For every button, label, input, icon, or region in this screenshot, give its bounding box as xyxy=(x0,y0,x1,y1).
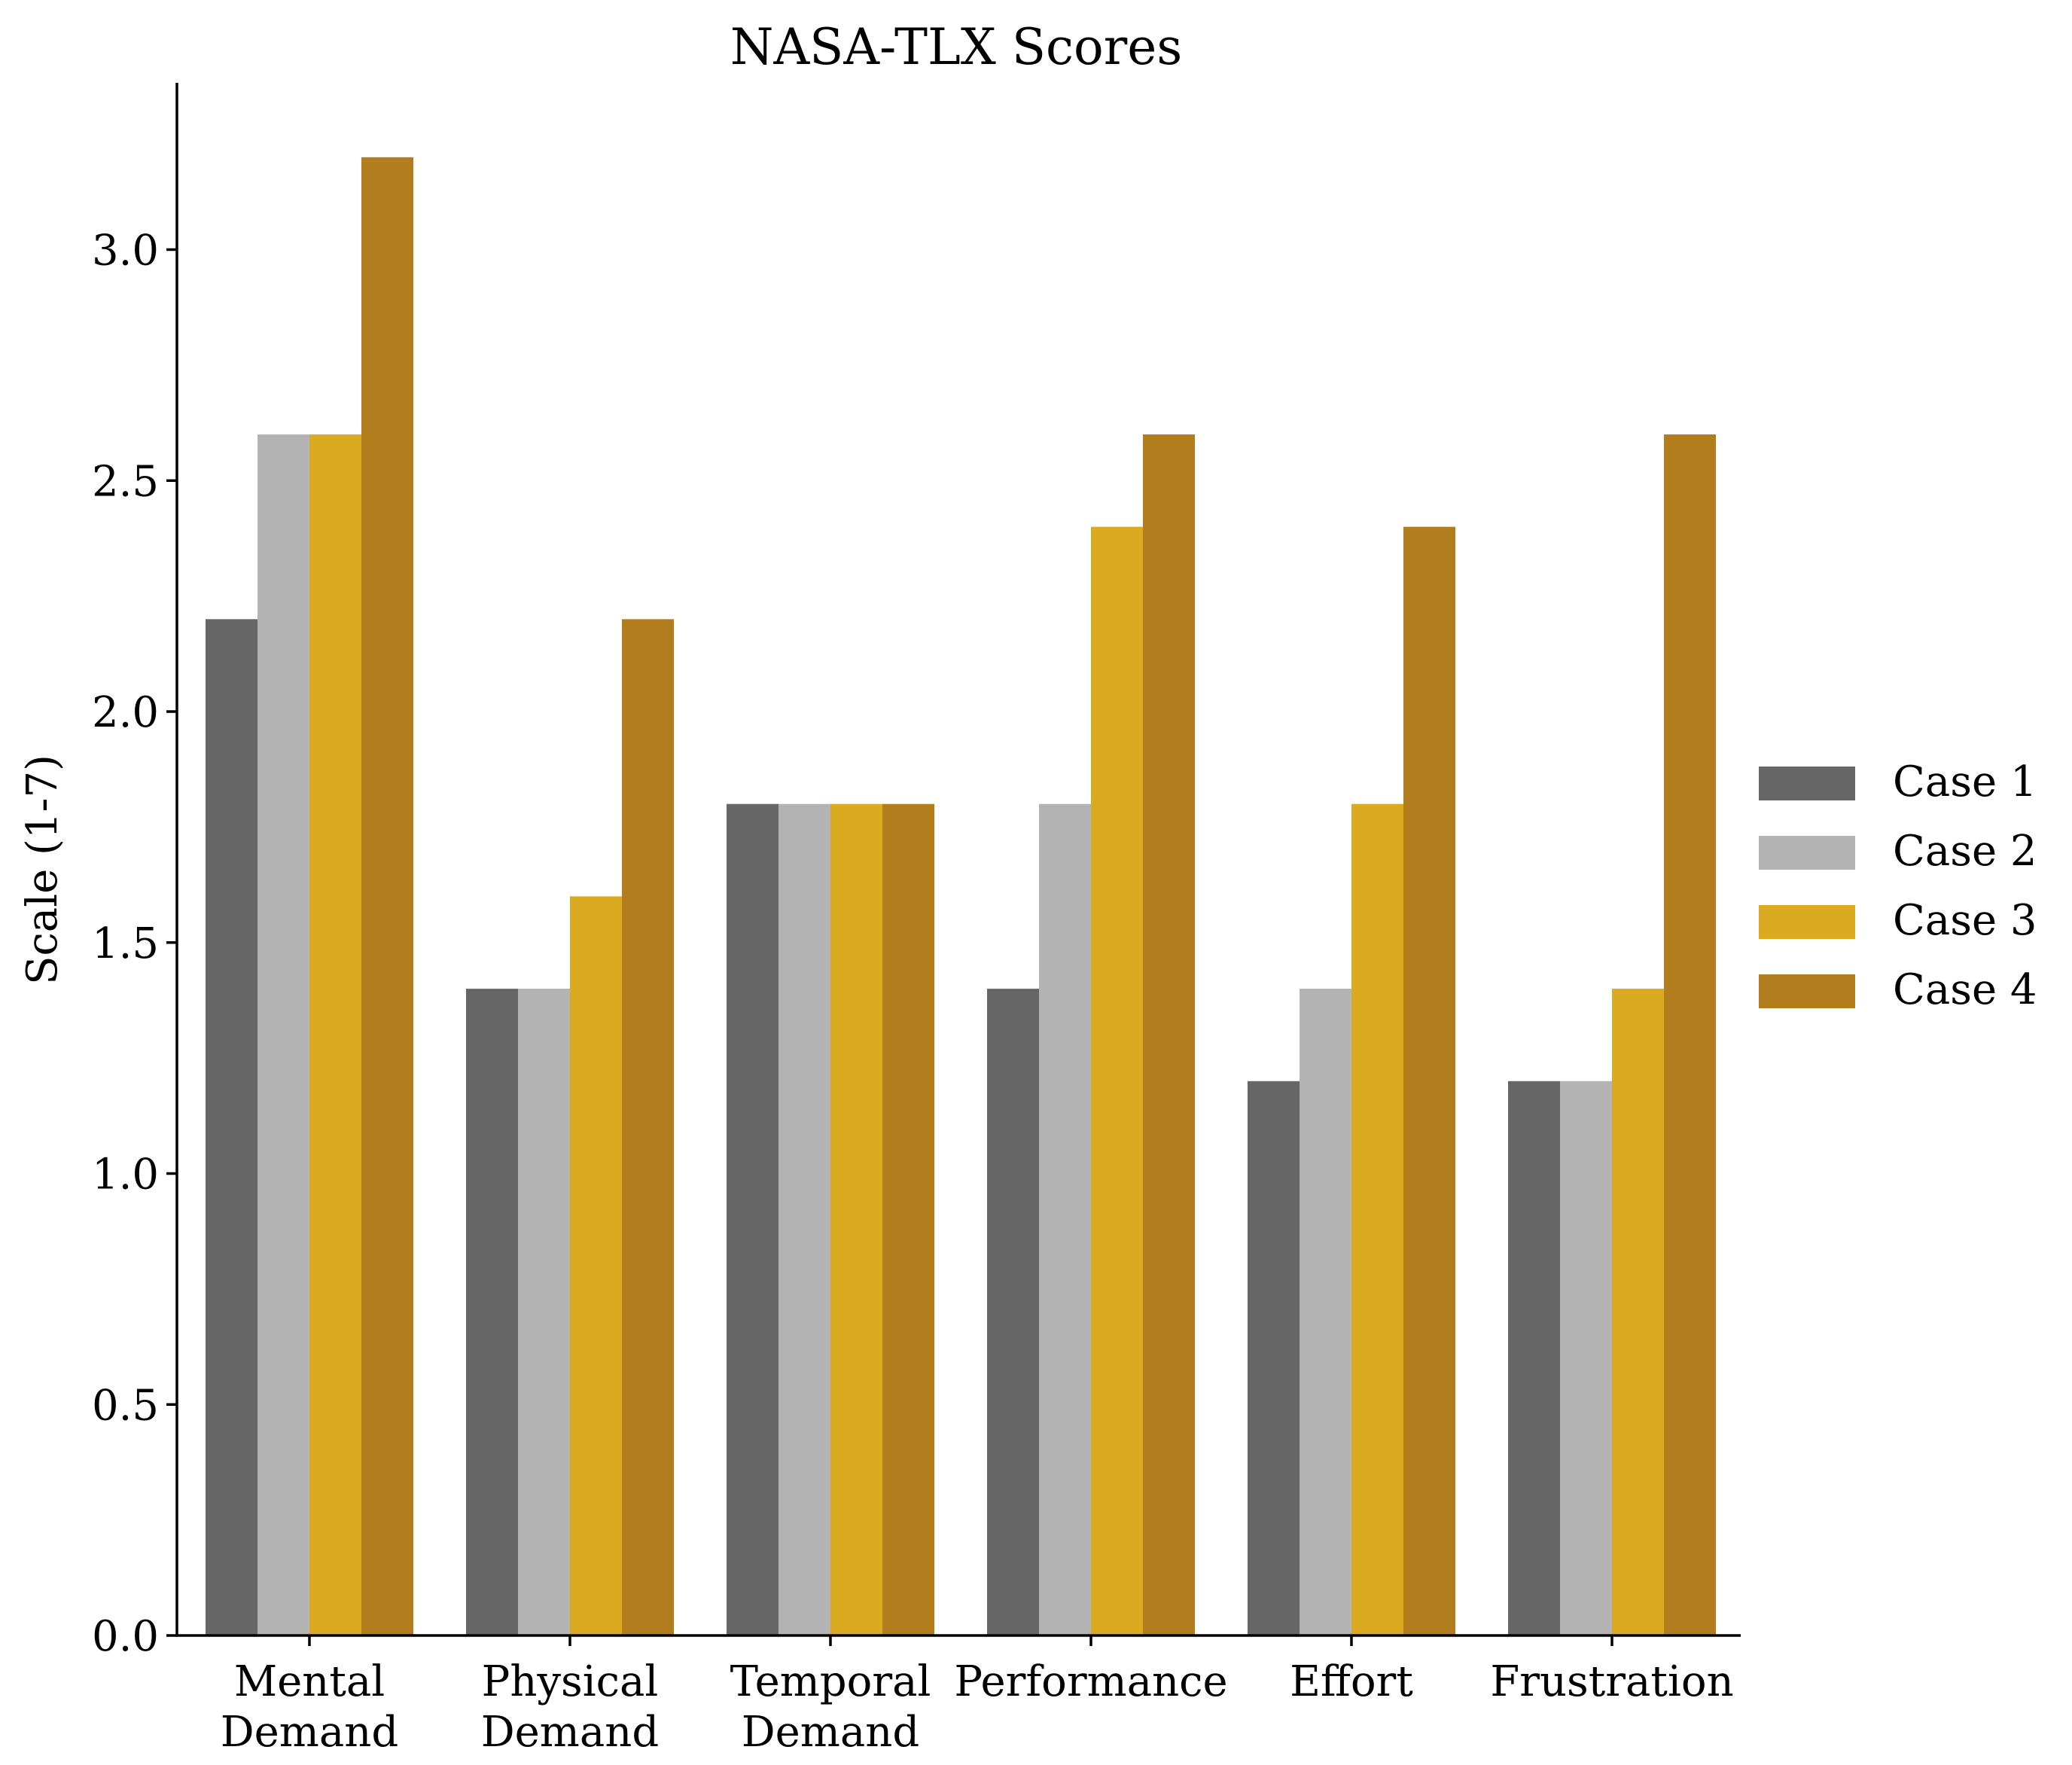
bar-case-3-cat-3 xyxy=(830,803,882,1635)
legend-label: Case 1 xyxy=(1893,758,2037,806)
y-tick-label: 1.5 xyxy=(92,919,159,968)
x-tick-label: Temporal Demand xyxy=(730,1657,931,1757)
x-tick-label: Frustration xyxy=(1490,1657,1733,1706)
y-tick-label: 0.0 xyxy=(92,1612,159,1661)
legend-label: Case 3 xyxy=(1893,896,2037,945)
series-4 xyxy=(361,157,1716,1635)
bar-case-2-cat-1 xyxy=(257,434,309,1635)
x-tick-label-line: Mental xyxy=(234,1657,385,1706)
chart-title: NASA-TLX Scores xyxy=(730,18,1182,76)
x-tick-label-line: Physical xyxy=(482,1657,659,1706)
bar-case-2-cat-4 xyxy=(1039,803,1091,1635)
series-1 xyxy=(206,619,1560,1635)
legend-item-case-3: Case 3 xyxy=(1759,896,2037,945)
bar-case-1-cat-2 xyxy=(466,989,518,1635)
x-tick-label: Effort xyxy=(1290,1657,1413,1706)
bar-case-3-cat-5 xyxy=(1351,803,1403,1635)
bar-case-1-cat-3 xyxy=(727,803,779,1635)
bar-case-4-cat-3 xyxy=(882,803,934,1635)
legend-item-case-1: Case 1 xyxy=(1759,758,2037,806)
x-tick-label: Mental Demand xyxy=(221,1657,398,1757)
bar-case-4-cat-6 xyxy=(1664,434,1716,1635)
series-2 xyxy=(257,434,1612,1635)
x-tick-label-line: Performance xyxy=(954,1657,1227,1706)
x-tick-label-line: Demand xyxy=(742,1708,919,1757)
bar-case-3-cat-4 xyxy=(1091,526,1143,1635)
x-tick-label-line: Frustration xyxy=(1490,1657,1733,1706)
y-tick-label: 0.5 xyxy=(92,1381,159,1430)
legend-item-case-2: Case 2 xyxy=(1759,827,2037,876)
x-tick-label-line: Effort xyxy=(1290,1657,1413,1706)
bar-case-4-cat-2 xyxy=(622,619,674,1635)
bar-case-3-cat-2 xyxy=(570,896,622,1635)
series-3 xyxy=(309,434,1664,1635)
legend-swatch xyxy=(1759,974,1855,1008)
bar-case-1-cat-5 xyxy=(1248,1081,1300,1635)
bar-case-3-cat-1 xyxy=(309,434,361,1635)
y-tick-label: 2.5 xyxy=(92,457,159,506)
y-axis-label: Scale (1-7) xyxy=(18,754,67,985)
bar-case-4-cat-1 xyxy=(361,157,413,1635)
bar-case-2-cat-6 xyxy=(1560,1081,1612,1635)
y-tick-label: 3.0 xyxy=(92,227,159,276)
legend-label: Case 2 xyxy=(1893,827,2037,876)
bar-case-1-cat-1 xyxy=(206,619,257,1635)
bar-case-1-cat-4 xyxy=(987,989,1039,1635)
legend-item-case-4: Case 4 xyxy=(1759,965,2037,1014)
bar-case-1-cat-6 xyxy=(1508,1081,1560,1635)
legend-label: Case 4 xyxy=(1893,965,2037,1014)
bar-case-4-cat-5 xyxy=(1403,526,1455,1635)
legend-swatch xyxy=(1759,836,1855,870)
legend-swatch xyxy=(1759,905,1855,939)
x-tick-label: Performance xyxy=(954,1657,1227,1706)
bar-case-4-cat-4 xyxy=(1143,434,1195,1635)
legend-swatch xyxy=(1759,767,1855,800)
bar-case-2-cat-3 xyxy=(779,803,830,1635)
bar-case-2-cat-5 xyxy=(1300,989,1351,1635)
x-tick-label-line: Demand xyxy=(221,1708,398,1757)
y-tick-label: 2.0 xyxy=(92,688,159,737)
x-tick-label-line: Temporal xyxy=(730,1657,931,1706)
legend: Case 1 Case 2 Case 3 Case 4 xyxy=(1759,758,2037,1014)
bar-case-2-cat-2 xyxy=(518,989,570,1635)
x-tick-label: Physical Demand xyxy=(481,1657,659,1757)
y-tick-label: 1.0 xyxy=(92,1151,159,1200)
x-tick-label-line: Demand xyxy=(481,1708,659,1757)
plot-area xyxy=(206,157,1716,1635)
bar-case-3-cat-6 xyxy=(1612,989,1664,1635)
y-axis: 0.0 0.5 1.0 1.5 2.0 2.5 3.0 xyxy=(92,83,178,1661)
